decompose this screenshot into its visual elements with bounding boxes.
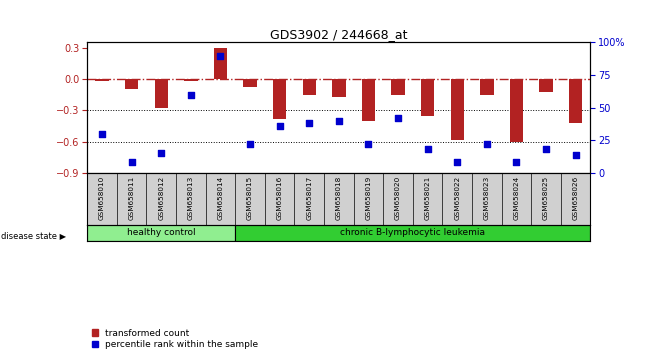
Text: GSM658018: GSM658018 xyxy=(336,176,342,220)
Text: disease state ▶: disease state ▶ xyxy=(1,231,66,240)
Point xyxy=(570,152,581,158)
Bar xyxy=(125,79,138,90)
Point xyxy=(156,150,166,156)
Text: GSM658020: GSM658020 xyxy=(395,176,401,220)
Text: GSM658012: GSM658012 xyxy=(158,176,164,220)
Bar xyxy=(154,79,168,108)
Bar xyxy=(480,79,494,95)
Text: GSM658025: GSM658025 xyxy=(543,176,549,220)
Bar xyxy=(273,79,287,119)
Text: GSM658010: GSM658010 xyxy=(99,176,105,220)
Text: GSM658015: GSM658015 xyxy=(247,176,253,220)
Text: GSM658013: GSM658013 xyxy=(188,176,194,220)
Bar xyxy=(510,79,523,142)
Bar xyxy=(391,79,405,95)
Point xyxy=(363,141,374,147)
Point xyxy=(126,160,137,165)
Bar xyxy=(539,79,553,92)
Point xyxy=(185,92,196,97)
Text: GSM658019: GSM658019 xyxy=(366,176,372,220)
Text: healthy control: healthy control xyxy=(127,228,195,238)
Text: GSM658014: GSM658014 xyxy=(217,176,223,220)
Point xyxy=(482,141,493,147)
Text: GSM658022: GSM658022 xyxy=(454,176,460,220)
Text: GSM658021: GSM658021 xyxy=(425,176,431,220)
Point xyxy=(541,147,552,152)
Bar xyxy=(303,79,316,95)
Text: GSM658026: GSM658026 xyxy=(572,176,578,220)
Bar xyxy=(332,79,346,97)
Text: GSM658017: GSM658017 xyxy=(306,176,312,220)
Bar xyxy=(236,225,590,241)
Point xyxy=(452,160,462,165)
Point xyxy=(245,141,256,147)
Bar xyxy=(214,48,227,79)
Text: GSM658016: GSM658016 xyxy=(276,176,282,220)
Point xyxy=(97,131,107,137)
Point xyxy=(274,123,285,129)
Bar xyxy=(451,79,464,139)
Point xyxy=(393,115,403,121)
Point xyxy=(333,118,344,124)
Bar xyxy=(184,79,197,81)
Point xyxy=(215,53,226,58)
Legend: transformed count, percentile rank within the sample: transformed count, percentile rank withi… xyxy=(92,329,258,349)
Point xyxy=(422,147,433,152)
Point xyxy=(511,160,522,165)
Bar xyxy=(362,79,375,121)
Bar xyxy=(87,225,236,241)
Text: GSM658023: GSM658023 xyxy=(484,176,490,220)
Bar xyxy=(244,79,257,87)
Text: chronic B-lymphocytic leukemia: chronic B-lymphocytic leukemia xyxy=(340,228,485,238)
Bar xyxy=(569,79,582,123)
Title: GDS3902 / 244668_at: GDS3902 / 244668_at xyxy=(270,28,407,41)
Bar xyxy=(421,79,434,115)
Point xyxy=(304,120,315,126)
Text: GSM658024: GSM658024 xyxy=(513,176,519,220)
Bar xyxy=(95,79,109,81)
Text: GSM658011: GSM658011 xyxy=(129,176,135,220)
